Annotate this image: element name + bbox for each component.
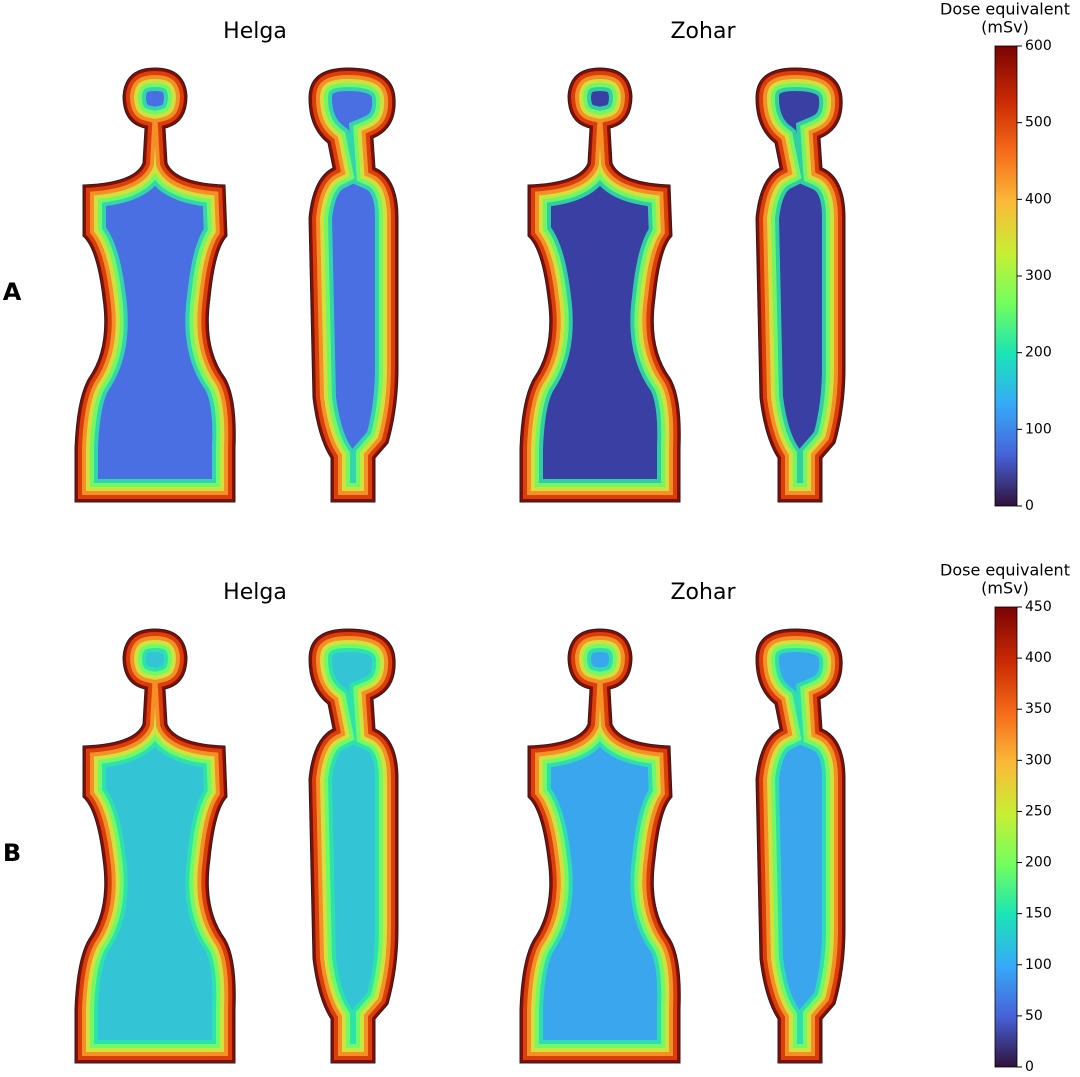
colorbar-tick-label: 300	[1025, 268, 1052, 284]
colorbar-tick-label: 450	[1025, 599, 1052, 615]
colorbar-tick-label: 100	[1025, 957, 1052, 973]
colorbar-tick-label: 150	[1025, 906, 1052, 922]
colorbar	[994, 45, 1018, 507]
subplot-title: Zohar	[670, 580, 736, 605]
colorbar-title: Dose equivalent	[940, 561, 1070, 580]
phantom-map	[308, 628, 399, 1064]
colorbar-tick-label: 200	[1025, 345, 1052, 361]
colorbar-tick-label: 100	[1025, 421, 1052, 437]
subplot-title: Helga	[223, 580, 287, 605]
phantom-map	[519, 628, 681, 1064]
colorbar-tick-label: 400	[1025, 191, 1052, 207]
colorbar-tick-label: 0	[1025, 1059, 1034, 1075]
panel-label: B	[3, 839, 21, 867]
colorbar-tick-label: 500	[1025, 115, 1052, 131]
phantom-map	[519, 67, 681, 503]
colorbar-title: (mSv)	[981, 18, 1029, 37]
colorbar-tick-label: 50	[1025, 1008, 1043, 1024]
phantom-map	[755, 628, 846, 1064]
colorbar-tick-label: 350	[1025, 701, 1052, 717]
phantom-map	[755, 67, 846, 503]
phantom-map	[74, 628, 236, 1064]
phantom-map	[74, 67, 236, 503]
colorbar-tick-label: 400	[1025, 650, 1052, 666]
colorbar-tick-label: 600	[1025, 38, 1052, 54]
colorbar-tick-label: 200	[1025, 855, 1052, 871]
subplot-title: Zohar	[670, 19, 736, 44]
colorbar-title: (mSv)	[981, 579, 1029, 598]
phantom-map	[308, 67, 399, 503]
panel-label: A	[3, 278, 22, 306]
colorbar	[994, 606, 1018, 1068]
colorbar-tick-label: 0	[1025, 498, 1034, 514]
colorbar-tick-label: 300	[1025, 752, 1052, 768]
colorbar-title: Dose equivalent	[940, 0, 1070, 19]
colorbar-tick-label: 250	[1025, 803, 1052, 819]
subplot-title: Helga	[223, 19, 287, 44]
